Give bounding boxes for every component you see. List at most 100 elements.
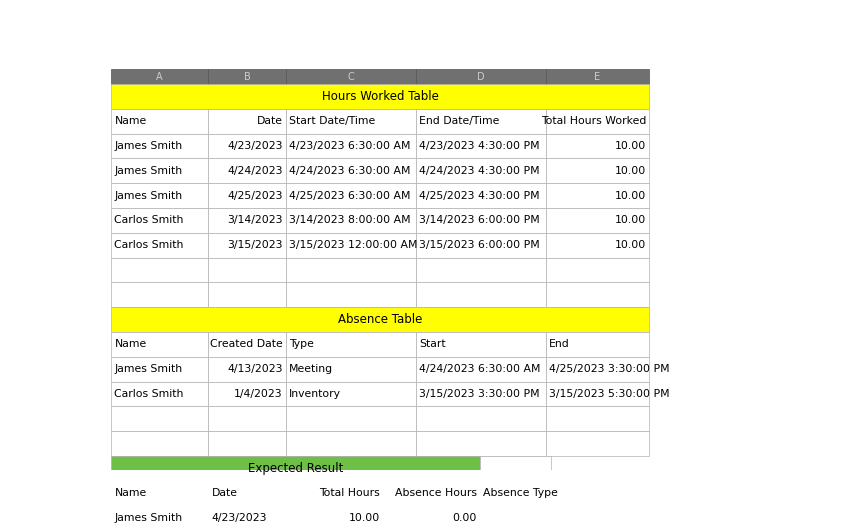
Bar: [285, 407, 416, 431]
Bar: [480, 481, 551, 506]
Bar: [111, 456, 480, 481]
Text: 4/23/2023: 4/23/2023: [227, 141, 282, 151]
Text: End: End: [549, 340, 570, 350]
Bar: [416, 382, 545, 407]
Bar: [208, 109, 285, 134]
Text: A: A: [157, 72, 163, 82]
Bar: [111, 357, 208, 382]
Text: 1/4/2023: 1/4/2023: [234, 389, 282, 399]
Text: James Smith: James Smith: [114, 141, 183, 151]
Bar: [208, 357, 285, 382]
Bar: [285, 109, 416, 134]
Text: 10.00: 10.00: [615, 191, 646, 201]
Bar: [285, 134, 416, 158]
Bar: [111, 70, 208, 84]
Text: 4/25/2023 4:30:00 PM: 4/25/2023 4:30:00 PM: [419, 191, 540, 201]
Text: 3/15/2023 6:00:00 PM: 3/15/2023 6:00:00 PM: [419, 240, 540, 250]
Text: 3/15/2023 5:30:00 PM: 3/15/2023 5:30:00 PM: [549, 389, 670, 399]
Bar: [416, 282, 545, 307]
Bar: [111, 506, 208, 528]
Bar: [416, 208, 545, 233]
Bar: [208, 70, 285, 84]
Text: Date: Date: [257, 116, 282, 126]
Bar: [545, 134, 650, 158]
Bar: [111, 258, 208, 282]
Bar: [285, 183, 416, 208]
Text: 10.00: 10.00: [615, 215, 646, 225]
Bar: [545, 282, 650, 307]
Text: James Smith: James Smith: [114, 191, 183, 201]
Bar: [285, 208, 416, 233]
Bar: [416, 332, 545, 357]
Bar: [208, 431, 285, 456]
Bar: [285, 481, 383, 506]
Bar: [111, 208, 208, 233]
Bar: [416, 431, 545, 456]
Text: 4/23/2023 6:30:00 AM: 4/23/2023 6:30:00 AM: [289, 141, 411, 151]
Bar: [208, 407, 285, 431]
Bar: [285, 282, 416, 307]
Text: Name: Name: [114, 116, 147, 126]
Text: 4/23/2023 4:30:00 PM: 4/23/2023 4:30:00 PM: [419, 141, 540, 151]
Text: D: D: [477, 72, 484, 82]
Text: 3/14/2023 8:00:00 AM: 3/14/2023 8:00:00 AM: [289, 215, 411, 225]
Bar: [285, 431, 416, 456]
Bar: [285, 332, 416, 357]
Bar: [545, 332, 650, 357]
Bar: [111, 158, 208, 183]
Text: 4/23/2023: 4/23/2023: [212, 513, 267, 523]
Bar: [208, 134, 285, 158]
Bar: [416, 357, 545, 382]
Text: Absence Table: Absence Table: [338, 313, 423, 326]
Bar: [208, 208, 285, 233]
Bar: [111, 109, 208, 134]
Text: James Smith: James Smith: [114, 166, 183, 176]
Text: Total Hours: Total Hours: [318, 488, 379, 498]
Text: 3/15/2023 12:00:00 AM: 3/15/2023 12:00:00 AM: [289, 240, 418, 250]
Bar: [111, 407, 208, 431]
Text: Absence Hours: Absence Hours: [395, 488, 477, 498]
Bar: [285, 357, 416, 382]
Text: 0.00: 0.00: [452, 513, 477, 523]
Bar: [111, 481, 208, 506]
Text: Name: Name: [114, 488, 147, 498]
Bar: [545, 158, 650, 183]
Bar: [383, 481, 480, 506]
Text: 4/25/2023: 4/25/2023: [227, 191, 282, 201]
Text: James Smith: James Smith: [114, 513, 183, 523]
Text: James Smith: James Smith: [114, 364, 183, 374]
Bar: [111, 382, 208, 407]
Bar: [111, 307, 650, 332]
Bar: [208, 382, 285, 407]
Bar: [545, 258, 650, 282]
Bar: [480, 506, 551, 528]
Bar: [416, 258, 545, 282]
Text: E: E: [595, 72, 601, 82]
Text: Start: Start: [419, 340, 446, 350]
Text: 3/15/2023 3:30:00 PM: 3/15/2023 3:30:00 PM: [419, 389, 540, 399]
Text: Meeting: Meeting: [289, 364, 333, 374]
Text: 4/25/2023 3:30:00 PM: 4/25/2023 3:30:00 PM: [549, 364, 670, 374]
Text: Total Hours Worked: Total Hours Worked: [540, 116, 646, 126]
Bar: [285, 382, 416, 407]
Bar: [111, 84, 650, 109]
Text: Carlos Smith: Carlos Smith: [114, 240, 184, 250]
Bar: [545, 233, 650, 258]
Bar: [208, 506, 285, 528]
Bar: [545, 407, 650, 431]
Text: Inventory: Inventory: [289, 389, 341, 399]
Text: Type: Type: [289, 340, 314, 350]
Text: Created Date: Created Date: [210, 340, 282, 350]
Bar: [545, 431, 650, 456]
Bar: [416, 158, 545, 183]
Text: 4/13/2023: 4/13/2023: [227, 364, 282, 374]
Text: C: C: [347, 72, 354, 82]
Text: 10.00: 10.00: [615, 166, 646, 176]
Bar: [111, 431, 208, 456]
Text: Date: Date: [212, 488, 237, 498]
Bar: [545, 382, 650, 407]
Text: 4/24/2023: 4/24/2023: [227, 166, 282, 176]
Bar: [545, 357, 650, 382]
Text: Hours Worked Table: Hours Worked Table: [322, 90, 439, 103]
Bar: [285, 70, 416, 84]
